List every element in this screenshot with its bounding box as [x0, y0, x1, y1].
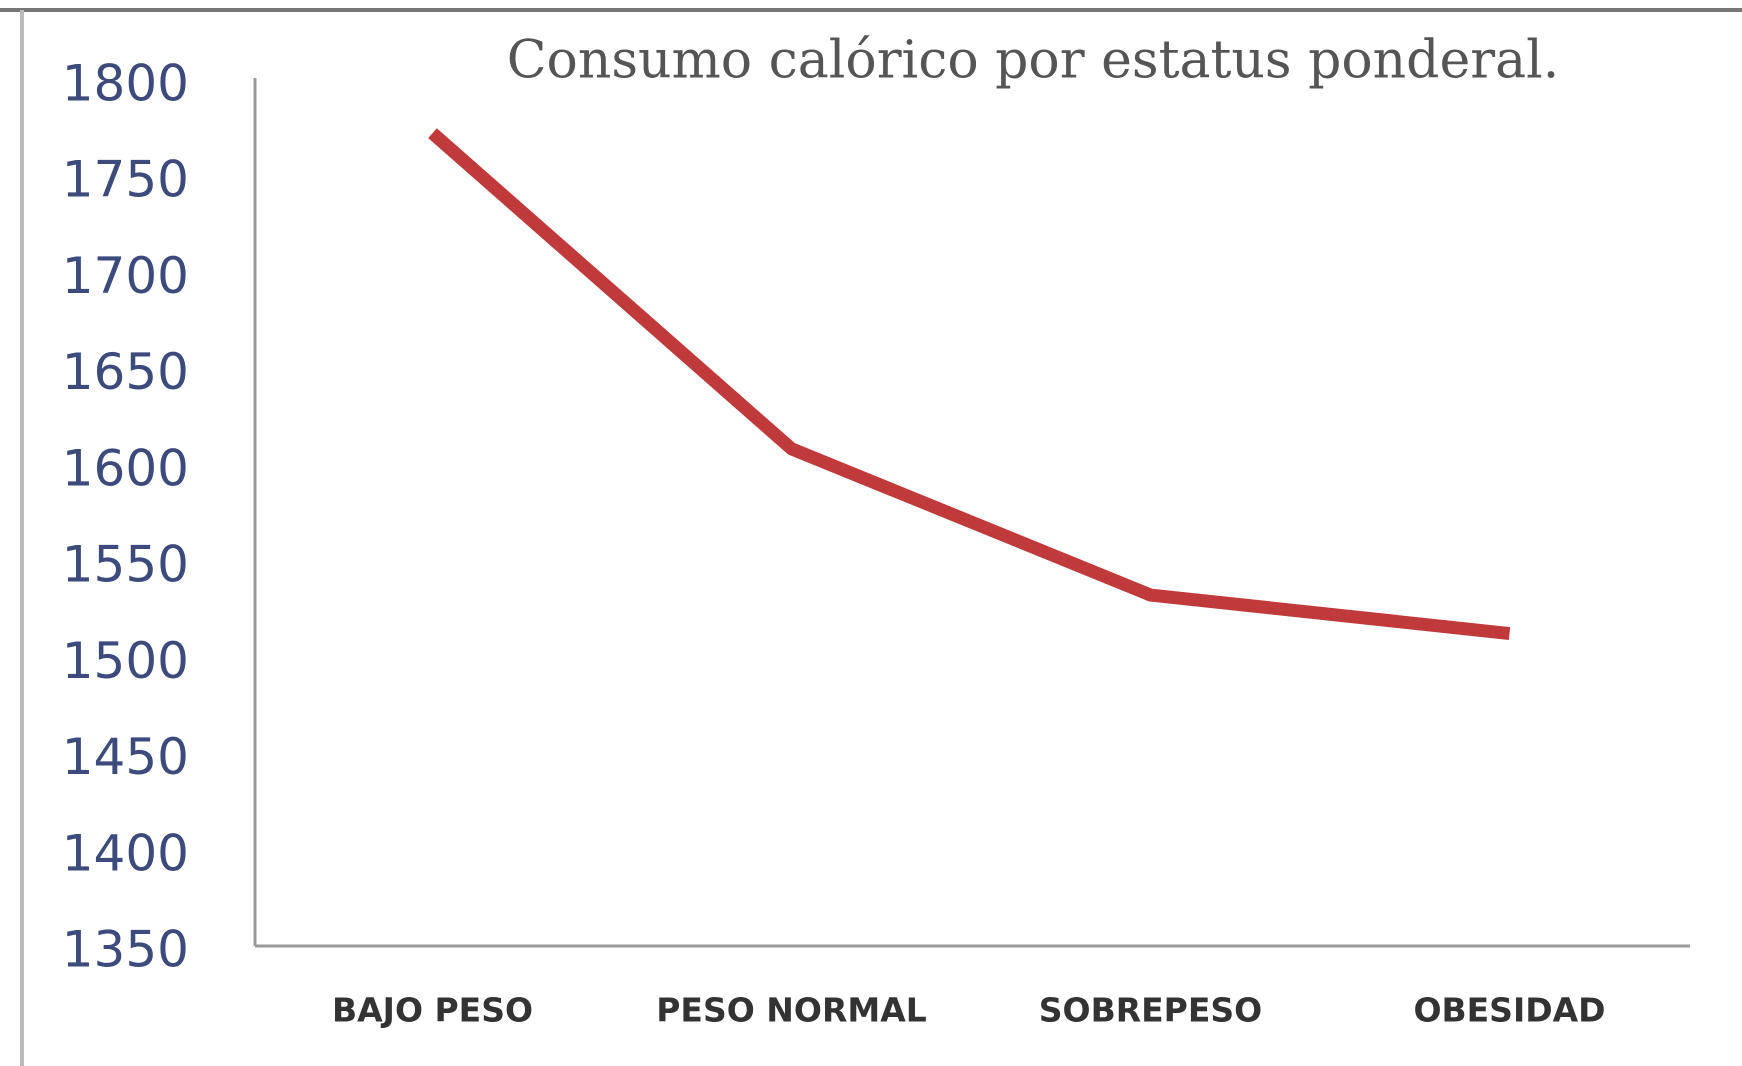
- x-tick-label: PESO NORMAL: [656, 991, 927, 1030]
- chart-title: Consumo calórico por estatus ponderal.: [507, 31, 1560, 91]
- x-tick-label: BAJO PESO: [332, 991, 533, 1030]
- y-tick-label: 1650: [62, 343, 189, 401]
- x-tick-label: OBESIDAD: [1413, 991, 1605, 1030]
- y-tick-label: 1450: [62, 728, 189, 786]
- y-tick-label: 1550: [62, 536, 189, 594]
- y-tick-label: 1700: [62, 247, 189, 305]
- y-tick-label: 1350: [62, 921, 189, 979]
- x-tick-label: SOBREPESO: [1039, 991, 1262, 1030]
- line-series: [428, 128, 1511, 641]
- y-tick-label: 1800: [62, 55, 189, 113]
- y-tick-label: 1400: [62, 824, 189, 882]
- y-tick-label: 1600: [62, 439, 189, 497]
- y-tick-label: 1750: [62, 151, 189, 209]
- y-tick-label: 1500: [62, 632, 189, 690]
